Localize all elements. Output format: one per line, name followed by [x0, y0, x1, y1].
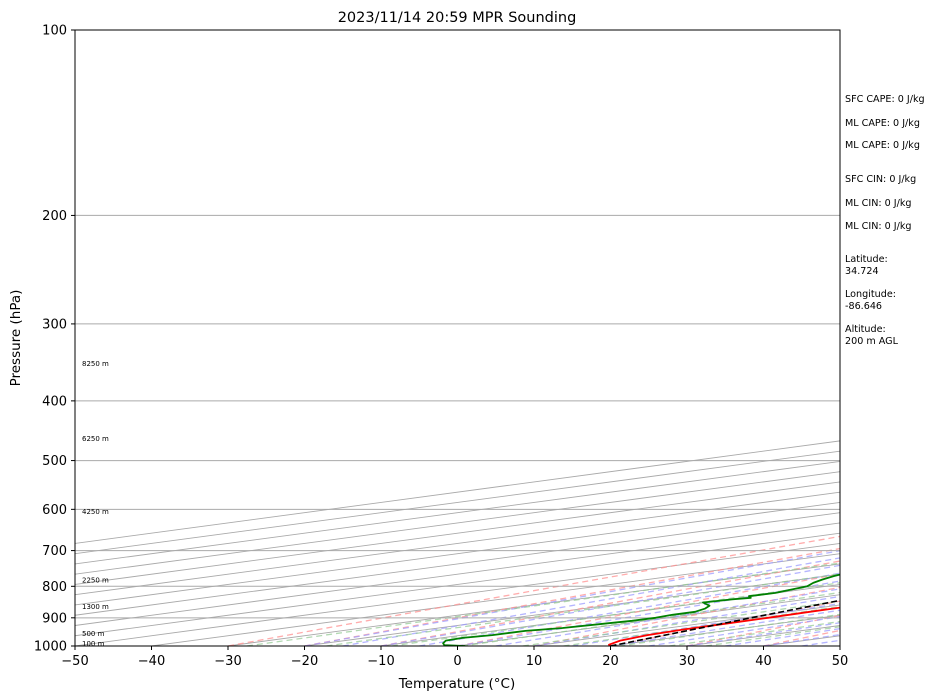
y-tick-label: 900	[42, 611, 67, 626]
y-tick-label: 200	[42, 209, 67, 224]
stat-altitude-label: Altitude:	[845, 324, 886, 335]
x-tick-label: −30	[214, 654, 241, 669]
stat-longitude-value: -86.646	[845, 301, 882, 312]
sounding-lines	[442, 573, 840, 646]
mixing-ratio-line	[619, 613, 840, 646]
dry-adiabat-line	[457, 573, 840, 646]
mixing-ratio-line	[246, 562, 840, 646]
height-label: 500 m	[82, 630, 105, 638]
height-label: 6250 m	[82, 435, 109, 443]
y-tick-label: 500	[42, 454, 67, 469]
mixing-ratio-line	[326, 573, 840, 646]
stat-latitude-label: Latitude:	[845, 254, 888, 265]
parcel-path-line	[610, 599, 840, 646]
isotherm-line	[75, 491, 840, 596]
x-tick-label: 30	[679, 654, 696, 669]
height-label: 2250 m	[82, 577, 109, 585]
x-tick-label: −10	[367, 654, 394, 669]
stat-ml-cape-1: ML CAPE: 0 J/kg	[845, 118, 920, 129]
x-tick-label: 0	[453, 654, 461, 669]
isotherm-line	[75, 440, 840, 544]
isotherm-line	[75, 522, 840, 626]
isotherm-line	[75, 450, 840, 555]
isotherm-line	[75, 471, 840, 575]
height-label: 4250 m	[82, 508, 109, 516]
height-label: 100 m	[82, 640, 105, 648]
dry-adiabat-line	[304, 547, 840, 646]
y-tick-label: 400	[42, 394, 67, 409]
stat-longitude-label: Longitude:	[845, 289, 896, 300]
stats-panel: SFC CAPE: 0 J/kg ML CAPE: 0 J/kg ML CAPE…	[845, 94, 925, 347]
axis-ticks: −50 −40 −30 −20 −10 0 10 20 30 40 50 1000 900 800 700 6…	[34, 24, 848, 670]
x-tick-label: 40	[755, 654, 772, 669]
x-tick-label: 50	[832, 654, 849, 669]
dewpoint-profile-line	[442, 573, 840, 646]
isotherm-line	[75, 481, 840, 585]
dry-adiabat-line	[917, 30, 947, 646]
chart-title: 2023/11/14 20:59 MPR Sounding	[338, 10, 577, 26]
stat-latitude-value: 34.724	[845, 266, 879, 277]
isotherm-line	[151, 553, 840, 646]
height-label: 1300 m	[82, 603, 109, 611]
moist-adiabat-line	[342, 557, 840, 646]
y-tick-label: 700	[42, 544, 67, 559]
y-tick-label: 600	[42, 503, 67, 518]
moist-adiabat-line	[380, 564, 840, 646]
x-tick-label: 20	[602, 654, 619, 669]
isotherm-line	[75, 501, 840, 606]
y-tick-label: 100	[42, 24, 67, 39]
isotherm-line	[75, 460, 840, 565]
y-tick-label: 300	[42, 317, 67, 332]
mixing-ratio-line	[462, 591, 840, 646]
moist-adiabat-line	[533, 595, 840, 646]
stat-ml-cin-1: ML CIN: 0 J/kg	[845, 198, 912, 209]
x-tick-label: 10	[526, 654, 543, 669]
temperature-profile-line	[608, 606, 840, 646]
isotherm-line	[75, 542, 840, 646]
x-tick-label: −20	[291, 654, 318, 669]
mixing-ratio-line	[669, 620, 840, 646]
height-labels: 100 m 500 m 1300 m 2250 m 4250 m 6250 m 8250 m	[82, 360, 109, 648]
stat-sfc-cin: SFC CIN: 0 J/kg	[845, 174, 916, 185]
stat-ml-cin-2: ML CIN: 0 J/kg	[845, 221, 912, 232]
height-label: 8250 m	[82, 360, 109, 368]
isotherm-line	[75, 532, 840, 637]
dry-adiabat-line	[533, 586, 840, 646]
mixing-ratio-line	[391, 582, 840, 646]
stat-sfc-cape: SFC CAPE: 0 J/kg	[845, 94, 925, 105]
y-axis-label: Pressure (hPa)	[8, 290, 24, 387]
background-grid	[75, 30, 947, 646]
mixing-ratio-line	[522, 600, 840, 646]
x-axis-label: Temperature (°C)	[398, 676, 516, 692]
isotherm-line	[75, 512, 840, 616]
stat-altitude-value: 200 m AGL	[845, 336, 899, 347]
y-tick-label: 1000	[34, 640, 67, 655]
stat-ml-cape-2: ML CAPE: 0 J/kg	[845, 140, 920, 151]
dry-adiabat-line	[227, 535, 840, 646]
x-tick-label: −40	[138, 654, 165, 669]
moist-adiabat-line	[457, 580, 840, 646]
x-tick-label: −50	[61, 654, 88, 669]
y-tick-label: 800	[42, 580, 67, 595]
mixing-ratio-line	[563, 605, 840, 646]
